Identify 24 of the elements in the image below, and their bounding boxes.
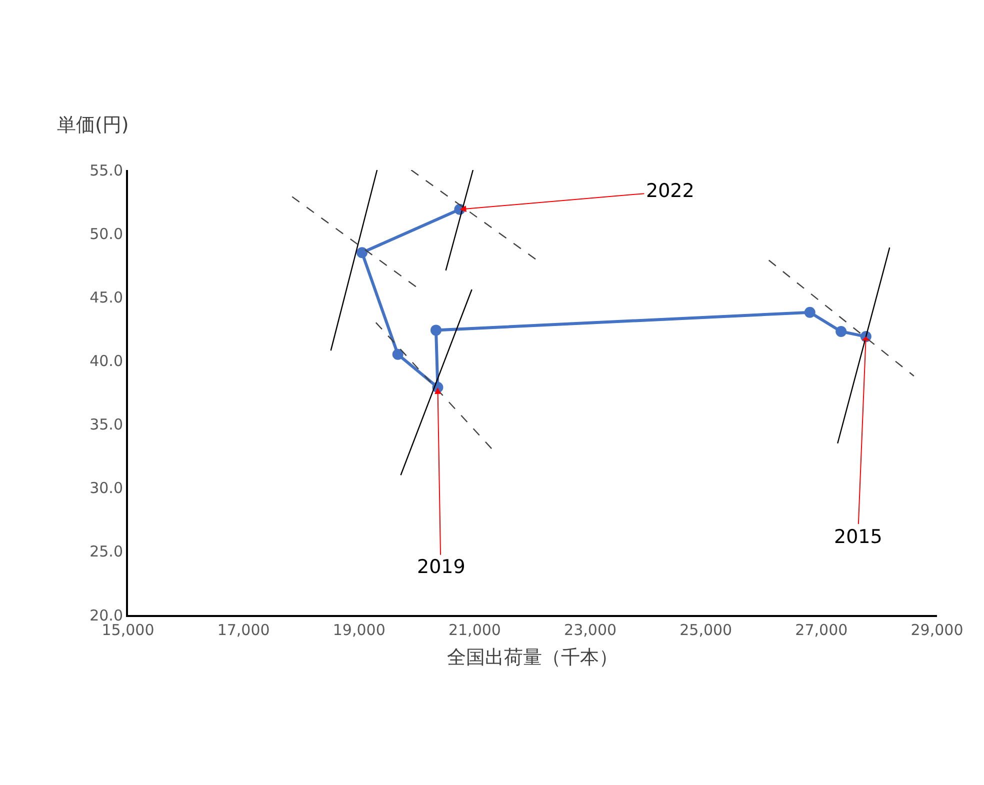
annotation: 2015: [834, 526, 882, 548]
point: [392, 348, 404, 360]
annotation: 2019: [417, 556, 466, 578]
x-tick-label: 17,000: [217, 621, 270, 639]
point: [356, 247, 368, 258]
y-tick-label: 35.0: [90, 416, 123, 434]
point: [804, 306, 816, 318]
x-tick-label: 27,000: [795, 621, 848, 639]
x-tick-label: 29,000: [910, 621, 964, 639]
y-tick-label: 55.0: [90, 161, 123, 180]
y-tick-label: 30.0: [90, 479, 123, 498]
x-axis-title: 全国出荷量（千本）: [447, 646, 618, 668]
x-tick-label: 21,000: [448, 621, 501, 639]
y-tick-label: 25.0: [90, 542, 123, 561]
point: [836, 326, 847, 337]
y-tick-label: 40.0: [90, 352, 123, 370]
y-tick-label: 50.0: [90, 224, 123, 243]
x-tick-label: 19,000: [332, 621, 386, 639]
x-tick-label: 25,000: [680, 621, 732, 639]
x-tick-label: 23,000: [564, 621, 617, 639]
point: [430, 324, 442, 336]
y-tick-label: 45.0: [90, 288, 123, 306]
annotation: 2022: [646, 180, 694, 202]
y-axis-title: 単価(円): [57, 114, 129, 136]
